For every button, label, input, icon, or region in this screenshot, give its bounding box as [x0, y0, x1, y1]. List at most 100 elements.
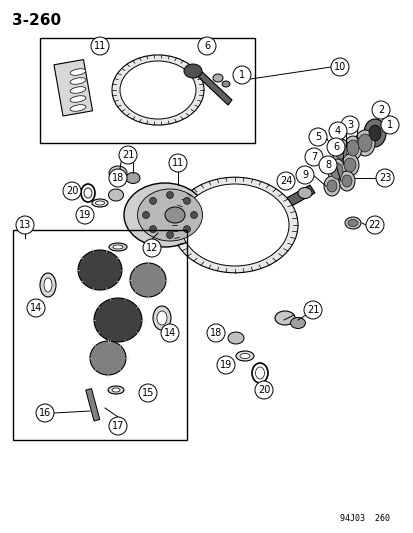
Ellipse shape [326, 180, 336, 192]
Ellipse shape [344, 217, 360, 229]
Ellipse shape [221, 81, 230, 87]
Circle shape [254, 381, 272, 399]
Ellipse shape [113, 245, 123, 249]
Ellipse shape [70, 69, 85, 75]
Ellipse shape [228, 332, 243, 344]
Ellipse shape [183, 64, 202, 78]
Text: 19: 19 [219, 360, 232, 370]
Ellipse shape [368, 125, 380, 141]
Text: 10: 10 [333, 62, 345, 72]
Ellipse shape [108, 189, 123, 201]
Bar [13, 230, 187, 440]
Ellipse shape [171, 177, 297, 273]
Text: 18: 18 [112, 173, 124, 183]
Polygon shape [192, 66, 231, 105]
Ellipse shape [70, 78, 85, 84]
Circle shape [216, 356, 235, 374]
Circle shape [365, 216, 383, 234]
Ellipse shape [343, 136, 361, 160]
Circle shape [166, 191, 173, 198]
Ellipse shape [95, 201, 104, 205]
Ellipse shape [323, 176, 339, 196]
Text: 22: 22 [368, 220, 380, 230]
Ellipse shape [235, 351, 254, 361]
Circle shape [91, 37, 109, 55]
Bar [54, 60, 93, 116]
Circle shape [119, 146, 137, 164]
Text: 6: 6 [204, 41, 209, 51]
Text: 6: 6 [332, 142, 338, 152]
Text: 11: 11 [171, 158, 184, 168]
Text: 9: 9 [301, 170, 307, 180]
Circle shape [318, 156, 336, 174]
Circle shape [149, 225, 156, 232]
Ellipse shape [109, 166, 127, 180]
Ellipse shape [44, 278, 52, 292]
Ellipse shape [343, 158, 355, 172]
Text: 21: 21 [121, 150, 134, 160]
Circle shape [183, 225, 190, 232]
Circle shape [328, 122, 346, 140]
Circle shape [303, 301, 321, 319]
Ellipse shape [274, 311, 294, 325]
Ellipse shape [180, 184, 288, 266]
Circle shape [36, 404, 54, 422]
Ellipse shape [331, 139, 349, 163]
Text: 3: 3 [346, 120, 352, 130]
Ellipse shape [165, 207, 185, 223]
Ellipse shape [363, 119, 385, 147]
Text: 20: 20 [257, 385, 270, 395]
Ellipse shape [84, 188, 92, 198]
Circle shape [142, 212, 149, 219]
Ellipse shape [346, 140, 358, 156]
Bar [85, 389, 100, 421]
Ellipse shape [94, 298, 142, 342]
Circle shape [76, 206, 94, 224]
Circle shape [371, 101, 389, 119]
Circle shape [166, 231, 173, 238]
Text: 21: 21 [306, 305, 318, 315]
Text: 17: 17 [112, 421, 124, 431]
Ellipse shape [157, 311, 166, 325]
Circle shape [109, 417, 127, 435]
Ellipse shape [70, 87, 85, 93]
Ellipse shape [137, 189, 202, 241]
Text: 13: 13 [19, 220, 31, 230]
Ellipse shape [330, 163, 342, 179]
Ellipse shape [112, 388, 120, 392]
Ellipse shape [327, 159, 345, 183]
Ellipse shape [240, 353, 249, 359]
Circle shape [183, 197, 190, 204]
Ellipse shape [70, 105, 85, 111]
Circle shape [142, 239, 161, 257]
Ellipse shape [78, 250, 122, 290]
Circle shape [304, 148, 322, 166]
Ellipse shape [109, 243, 127, 251]
Ellipse shape [347, 220, 357, 227]
Circle shape [340, 116, 358, 134]
Ellipse shape [334, 143, 346, 159]
Circle shape [63, 182, 81, 200]
Text: 18: 18 [209, 328, 222, 338]
Text: 3-260: 3-260 [12, 13, 61, 28]
Circle shape [190, 212, 197, 219]
Circle shape [139, 384, 157, 402]
Ellipse shape [90, 341, 126, 375]
Circle shape [295, 166, 313, 184]
Ellipse shape [153, 306, 171, 330]
Circle shape [197, 37, 216, 55]
Ellipse shape [212, 74, 223, 82]
Ellipse shape [354, 130, 374, 156]
Text: 11: 11 [94, 41, 106, 51]
Text: 14: 14 [30, 303, 42, 313]
Ellipse shape [120, 61, 195, 119]
Ellipse shape [124, 183, 206, 247]
Circle shape [308, 128, 326, 146]
Circle shape [380, 116, 398, 134]
Text: 16: 16 [39, 408, 51, 418]
Bar [40, 38, 254, 143]
Ellipse shape [70, 96, 85, 102]
Text: 24: 24 [279, 176, 292, 186]
Ellipse shape [255, 367, 264, 379]
Circle shape [161, 324, 178, 342]
